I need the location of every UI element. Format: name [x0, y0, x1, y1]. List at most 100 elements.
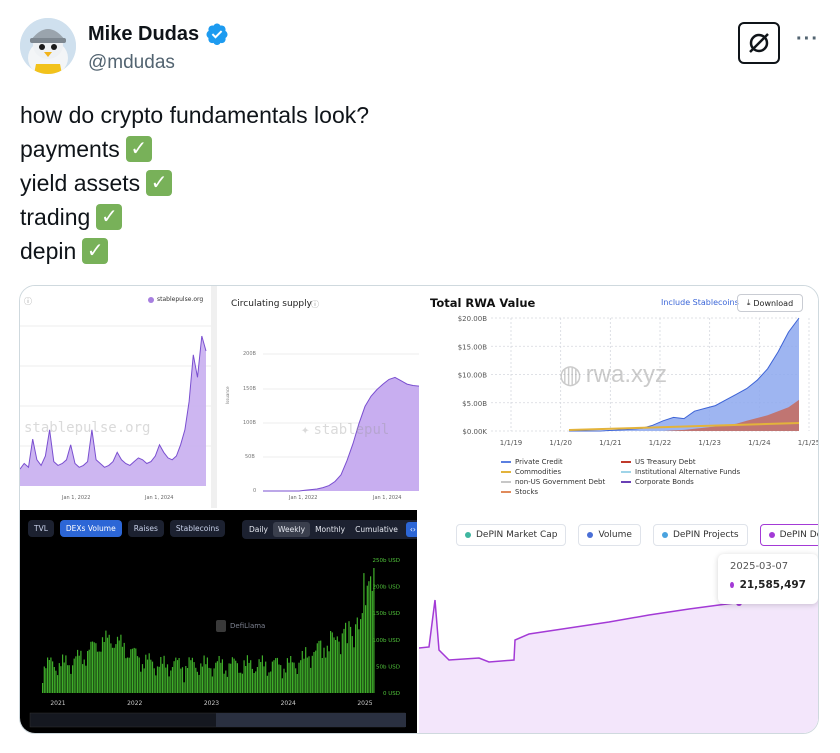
stablepulse-logo-icon — [148, 296, 154, 303]
author-handle[interactable]: @mdudas — [88, 52, 175, 73]
download-button[interactable]: ⤓ Download — [737, 294, 803, 312]
range-weekly[interactable]: Weekly — [272, 522, 311, 537]
pill-depin-market-cap[interactable]: DePIN Market Cap — [456, 524, 567, 546]
include-stablecoins-toggle[interactable]: Include Stablecoins — [661, 298, 739, 307]
volume-bar — [141, 664, 144, 693]
y-tick-label: 250b USD — [373, 558, 401, 564]
tweet-line: yield assets ✓ — [20, 166, 369, 200]
tab-raises[interactable]: Raises — [127, 520, 164, 537]
legend-item[interactable]: US Treasury Debt — [621, 458, 771, 466]
volume-bar — [70, 673, 72, 693]
author-name[interactable]: Mike Dudas — [88, 22, 200, 45]
volume-bar — [135, 648, 137, 693]
range-selector: Daily Weekly Monthly Cumulative ‹› — [242, 520, 417, 539]
tab-dexs-volume[interactable]: DEXs Volume — [59, 520, 122, 537]
x-tick-label: 1/1/25 — [798, 439, 819, 447]
volume-bar — [126, 657, 129, 693]
tab-stablecoins[interactable]: Stablecoins — [169, 520, 226, 537]
volume-bar — [155, 675, 157, 693]
y-tick-label: $5.00B — [462, 400, 487, 408]
grok-button[interactable] — [738, 22, 780, 64]
volume-bar — [103, 642, 105, 693]
defillama-chart-image[interactable]: TVL DEXs Volume Raises Stablecoins Daily… — [20, 510, 417, 733]
tooltip-dot — [730, 582, 734, 588]
volume-bar — [75, 656, 77, 693]
volume-bar — [171, 667, 174, 693]
volume-bar — [198, 674, 200, 693]
legend-item[interactable]: non-US Government Debt — [501, 478, 621, 486]
pill-depin-devices[interactable]: DePIN Devices — [759, 524, 818, 546]
expand-button[interactable]: ‹› — [405, 522, 417, 537]
volume-bar — [331, 632, 333, 693]
media-grid[interactable]: ⓘ stablepulse.org stablepulse.org Jan 1,… — [19, 285, 819, 734]
volume-bar — [371, 590, 373, 693]
volume-bar — [243, 660, 245, 693]
volume-bar — [313, 652, 315, 693]
volume-bar — [271, 661, 273, 693]
y-tick-label: 200b USD — [373, 585, 401, 591]
tab-tvl[interactable]: TVL — [28, 520, 54, 537]
legend-item[interactable]: Corporate Bonds — [621, 478, 771, 486]
circulating-supply-chart-image[interactable]: Circulating supply ⓘ Issuance 200B 150B … — [223, 286, 419, 508]
avatar[interactable] — [20, 18, 76, 74]
legend-item[interactable]: Stocks — [501, 488, 621, 496]
volume-bar — [218, 656, 220, 693]
download-icon: ⤓ — [746, 298, 751, 307]
y-tick-label: 0 — [253, 488, 257, 494]
pill-volume[interactable]: Volume — [578, 524, 641, 546]
volume-bar — [136, 656, 139, 693]
range-monthly[interactable]: Monthly — [315, 525, 346, 534]
pill-depin-projects[interactable]: DePIN Projects — [652, 524, 748, 546]
legend-item[interactable]: Institutional Alternative Funds — [621, 468, 771, 476]
stablepulse-chart-image[interactable]: ⓘ stablepulse.org stablepulse.org Jan 1,… — [20, 286, 217, 508]
volume-bar — [128, 657, 130, 693]
legend-swatch — [621, 471, 631, 473]
volume-bar — [195, 667, 197, 693]
volume-bar — [173, 661, 175, 693]
legend-item[interactable]: Commodities — [501, 468, 621, 476]
y-tick-label: 100b USD — [373, 638, 401, 644]
volume-bar — [335, 640, 337, 693]
y-tick-label: 150B — [243, 386, 256, 392]
volume-bar — [146, 659, 149, 693]
volume-bar — [340, 654, 342, 693]
range-cumulative[interactable]: Cumulative — [355, 525, 398, 534]
stablepulse-watermark: ✦ stablepul — [301, 422, 389, 438]
volume-bar — [245, 666, 247, 693]
volume-bar — [336, 636, 338, 693]
depin-plot — [419, 591, 818, 733]
y-tick-label: $0.00K — [462, 428, 487, 436]
volume-bar — [106, 637, 109, 693]
rwa-chart-image[interactable]: Total RWA Value Include Stablecoins ⤓ Dow… — [419, 286, 819, 508]
volume-bar — [48, 660, 50, 693]
volume-bar — [268, 672, 270, 693]
defillama-watermark: DefiLlama — [216, 620, 265, 632]
pill-label: DePIN Market Cap — [476, 530, 558, 540]
stablepulse-plot — [20, 325, 211, 486]
volume-bar — [276, 657, 278, 693]
volume-bar — [123, 642, 125, 693]
volume-bar — [221, 659, 223, 693]
volume-bar — [255, 671, 257, 693]
private-credit-line — [569, 317, 800, 432]
volume-bar — [363, 573, 365, 693]
legend-item[interactable]: Private Credit — [501, 458, 621, 466]
legend-label: Institutional Alternative Funds — [635, 468, 741, 476]
volume-bar — [58, 663, 60, 693]
depin-devices-area — [419, 592, 818, 733]
volume-bar — [43, 666, 45, 693]
volume-bar — [338, 641, 340, 693]
more-options-button[interactable]: ··· — [796, 28, 819, 50]
volume-bar — [258, 659, 260, 693]
legend-swatch — [501, 471, 511, 473]
range-daily[interactable]: Daily — [249, 525, 268, 534]
private-credit-area — [569, 318, 799, 431]
volume-bar — [230, 663, 232, 693]
volume-bar — [100, 651, 102, 693]
volume-bar — [111, 647, 114, 693]
depin-chart-image[interactable]: DePIN Market Cap Volume DePIN Projects D… — [419, 510, 818, 733]
volume-bar — [62, 654, 64, 693]
circulating-line — [263, 376, 419, 492]
volume-bar — [366, 585, 368, 693]
legend-swatch — [621, 461, 631, 463]
